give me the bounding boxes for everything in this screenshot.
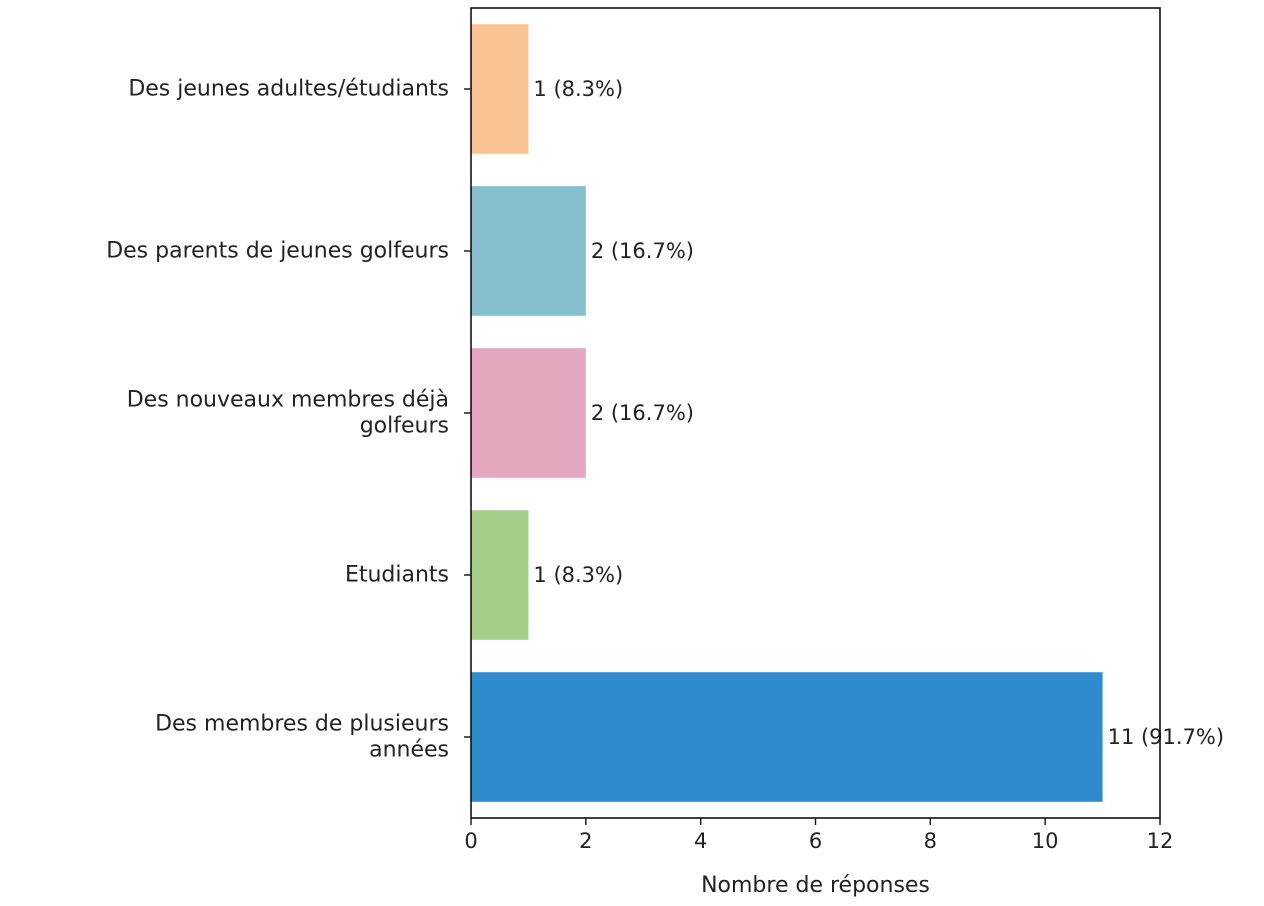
- x-tick-label: 0: [464, 829, 477, 853]
- bars-layer: [471, 24, 1103, 802]
- bar: [471, 672, 1103, 802]
- data-label: 2 (16.7%): [591, 239, 694, 263]
- x-axis-title: Nombre de réponses: [701, 873, 930, 898]
- bar: [471, 510, 529, 640]
- x-tick-label: 6: [809, 829, 822, 853]
- category-label: golfeurs: [360, 414, 449, 439]
- data-label: 1 (8.3%): [533, 77, 623, 101]
- category-label: Etudiants: [345, 563, 449, 588]
- data-labels: 1 (8.3%) 2 (16.7%) 2 (16.7%) 1 (8.3%) 11 (91…: [533, 77, 1224, 749]
- x-tick-label: 12: [1147, 829, 1174, 853]
- category-labels: Des jeunes adultes/étudiants Des parents …: [106, 77, 471, 763]
- x-tick-label: 10: [1032, 829, 1059, 853]
- x-tick-label: 4: [694, 829, 707, 853]
- data-label: 11 (91.7%): [1108, 725, 1225, 749]
- plot-frame: [470, 7, 1161, 819]
- category-label: Des parents de jeunes golfeurs: [106, 239, 449, 264]
- bar: [471, 24, 529, 154]
- bar: [471, 348, 586, 478]
- data-label: 1 (8.3%): [533, 563, 623, 587]
- data-label: 2 (16.7%): [591, 401, 694, 425]
- category-label: années: [369, 738, 449, 763]
- x-axis-ticks: 0 2 4 6 8 10 12: [464, 818, 1173, 853]
- category-label: Des membres de plusieurs: [155, 712, 449, 737]
- category-label: Des jeunes adultes/étudiants: [128, 77, 449, 102]
- category-label: Des nouveaux membres déjà: [127, 388, 449, 413]
- bar: [471, 186, 586, 316]
- x-tick-label: 8: [924, 829, 937, 853]
- x-tick-label: 2: [579, 829, 592, 853]
